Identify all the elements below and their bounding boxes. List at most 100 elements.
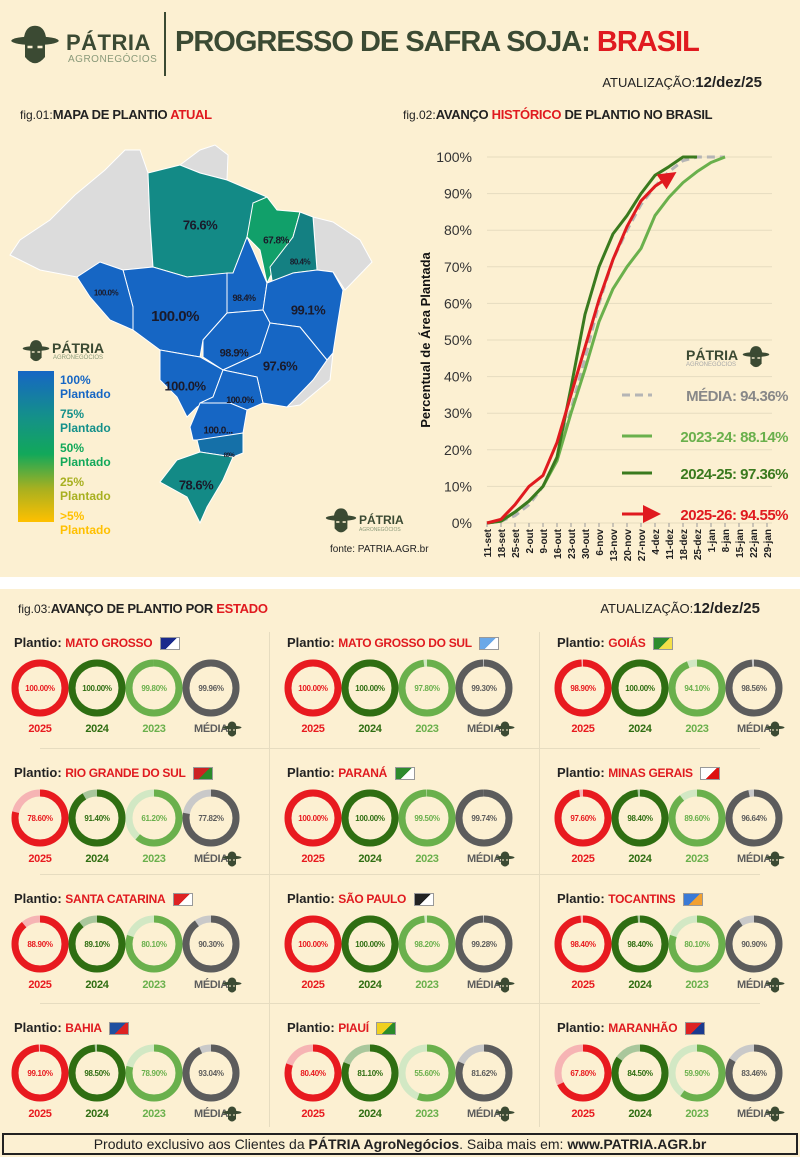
year-label: 2025 xyxy=(28,1108,51,1120)
donut-fill xyxy=(725,1044,783,1102)
donut-value: 77.82% xyxy=(198,814,224,823)
donut-fill xyxy=(125,789,183,847)
state-card-title: Plantio: SÃO PAULO xyxy=(287,891,434,907)
grid-divider xyxy=(40,874,760,875)
map-state-label: 100.0% xyxy=(94,289,119,298)
year-label: 2024 xyxy=(85,853,109,865)
state-card: Plantio: GOIÁS 98.90% 2025 100.00% 2024 94.1… xyxy=(553,632,788,750)
y-axis-label: Percentual de Área Plantada xyxy=(418,251,433,427)
state-card: Plantio: TOCANTINS 98.40% 2025 98.40% 2024 8… xyxy=(553,888,788,1006)
mascot-icon xyxy=(325,506,357,538)
donut-fill xyxy=(68,789,126,847)
x-tick-label: 4-dez xyxy=(651,529,662,555)
map-legend-item: 25% Plantado xyxy=(60,475,111,503)
y-tick-label: 80% xyxy=(444,222,472,238)
update-date: 12/dez/25 xyxy=(693,600,760,617)
year-label: MÉDIA xyxy=(467,722,501,735)
year-label: 2025 xyxy=(28,853,51,865)
year-label: 2023 xyxy=(142,723,165,735)
state-card-title: Plantio: GOIÁS xyxy=(557,635,674,651)
donut-value: 98.20% xyxy=(414,940,440,949)
y-tick-label: 90% xyxy=(444,186,472,202)
map-state-label: 89% xyxy=(224,453,236,459)
donut-fill xyxy=(182,659,240,717)
y-tick-label: 10% xyxy=(444,478,472,494)
y-tick-label: 60% xyxy=(444,295,472,311)
map-legend-gradient xyxy=(18,371,54,522)
year-label: 2024 xyxy=(628,853,652,865)
state-card-title: Plantio: SANTA CATARINA xyxy=(14,891,193,907)
x-tick-label: 27-nov xyxy=(637,529,648,562)
mascot-icon xyxy=(742,344,770,372)
year-label: 2024 xyxy=(628,723,652,735)
donut-fill xyxy=(668,659,726,717)
donut-fill xyxy=(182,915,240,973)
series-line-mdia xyxy=(486,155,725,525)
donut-fill xyxy=(284,659,342,717)
state-card-title: Plantio: MATO GROSSO xyxy=(14,635,180,651)
state-flag-icon xyxy=(413,893,434,907)
state-flag-icon xyxy=(700,767,721,781)
legend-entry: 2025-26: 94.55% xyxy=(680,507,788,524)
donut-fill xyxy=(455,659,513,717)
map-state-label: 98.9% xyxy=(220,348,249,360)
footer-text: Produto exclusivo aos Clientes da xyxy=(93,1136,309,1152)
donut-value: 100.00% xyxy=(298,684,328,693)
year-label: 2023 xyxy=(415,1108,438,1120)
legend-series-name: 2023-24 xyxy=(680,429,733,446)
state-card-title: Plantio: MINAS GERAIS xyxy=(557,765,721,781)
state-flag-icon xyxy=(376,1022,397,1036)
update-info: ATUALIZAÇÃO:12/dez/25 xyxy=(602,74,762,91)
fig03-prefix: fig.03: xyxy=(18,602,51,616)
year-label: MÉDIA xyxy=(467,1107,501,1120)
footer-url[interactable]: www.PATRIA.AGR.br xyxy=(567,1136,707,1152)
map-state-mg xyxy=(221,322,328,408)
source-note: fonte: PATRIA.AGR.br xyxy=(330,544,429,555)
donut-fill xyxy=(455,1044,513,1102)
donut-fill xyxy=(554,659,612,717)
state-donuts: 98.90% 2025 100.00% 2024 94.10% 2023 98.56% MÉD… xyxy=(554,659,785,737)
donut-value: 100.00% xyxy=(355,940,385,949)
year-label: MÉDIA xyxy=(467,852,501,865)
plantio-label: Plantio: xyxy=(287,765,335,780)
map-neighbor-nw xyxy=(9,149,154,278)
donut-value: 81.10% xyxy=(357,1069,383,1078)
donut-fill xyxy=(611,789,669,847)
state-card-title: Plantio: BAHIA xyxy=(14,1020,130,1036)
donut-fill xyxy=(125,1044,183,1102)
legend-colon: : xyxy=(732,507,740,524)
donut-fill xyxy=(11,915,69,973)
map-state-label: 99.1% xyxy=(291,302,326,317)
grid-divider xyxy=(40,748,760,749)
donut-value: 80.40% xyxy=(300,1069,326,1078)
state-card-title: Plantio: RIO GRANDE DO SUL xyxy=(14,765,214,781)
donut-fill xyxy=(455,789,513,847)
donut-value: 100.00% xyxy=(355,684,385,693)
donut-value: 90.90% xyxy=(741,940,767,949)
year-label: 2025 xyxy=(571,723,594,735)
donut-fill xyxy=(611,659,669,717)
state-card-title: Plantio: TOCANTINS xyxy=(557,891,704,907)
donut-fill xyxy=(668,1044,726,1102)
x-tick-label: 2-out xyxy=(525,528,536,553)
donut-fill xyxy=(398,659,456,717)
year-label: MÉDIA xyxy=(194,852,228,865)
x-tick-label: 1-jan xyxy=(707,529,718,552)
map-legend-item: 75% Plantado xyxy=(60,407,111,435)
state-card: Plantio: SÃO PAULO 100.00% 2025 100.00% 202… xyxy=(283,888,518,1006)
update-label: ATUALIZAÇÃO: xyxy=(600,601,694,616)
state-flag-icon xyxy=(109,1022,130,1036)
donut-fill xyxy=(341,915,399,973)
donut-fill xyxy=(554,915,612,973)
fig01-title: fig.01:MAPA DE PLANTIO ATUAL xyxy=(20,106,212,124)
year-label: 2023 xyxy=(142,979,165,991)
donut-value: 55.60% xyxy=(414,1069,440,1078)
map-state-sc xyxy=(196,432,244,458)
y-tick-label: 50% xyxy=(444,332,472,348)
donut-value: 80.10% xyxy=(684,940,710,949)
fig03-accent: ESTADO xyxy=(216,601,268,616)
planting-progress-chart: Percentual de Área Plantada 0% 10% 20% 30% 4… xyxy=(418,149,789,562)
title-accent: BRASIL xyxy=(596,26,700,58)
state-card: Plantio: MATO GROSSO 100.00% 2025 100.00% 2… xyxy=(10,632,245,750)
donut-fill xyxy=(668,789,726,847)
